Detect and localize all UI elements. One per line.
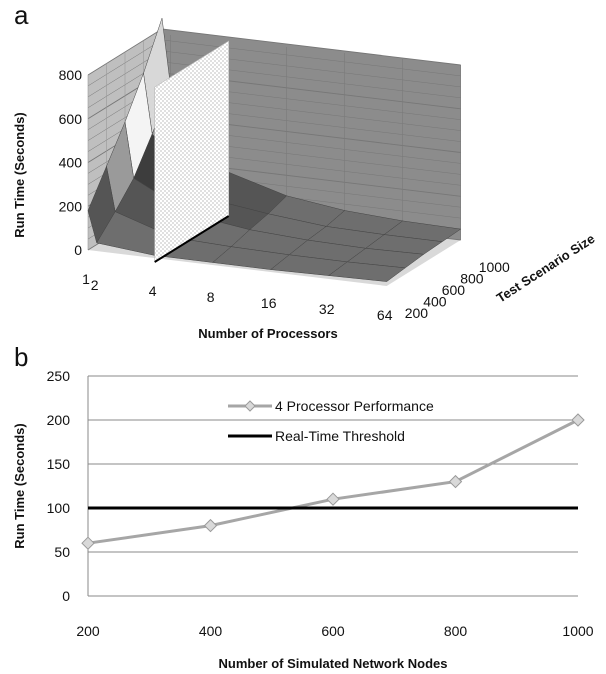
x-axis-title: Number of Simulated Network Nodes	[219, 656, 448, 671]
series-performance-point	[203, 518, 218, 533]
x-tick-label: 400	[199, 623, 223, 639]
x-tick-label: 2	[91, 277, 99, 293]
x-tick-label: 4	[149, 283, 157, 299]
z-tick-label: 200	[405, 305, 429, 321]
series-performance-point	[326, 492, 340, 506]
y-tick-label: 0	[74, 242, 82, 258]
series-performance-point	[81, 536, 95, 550]
panel-a-label: a	[14, 0, 29, 30]
series-performance-point	[571, 413, 585, 427]
x-tick-label: 600	[321, 623, 345, 639]
z-tick-label: 600	[442, 282, 466, 298]
series-performance-point	[448, 474, 463, 489]
legend-label: 4 Processor Performance	[275, 398, 434, 414]
x-tick-label: 200	[76, 623, 100, 639]
y-tick-label: 200	[47, 412, 71, 428]
z-tick-label: 1000	[479, 259, 510, 275]
y-tick-label: 50	[54, 544, 70, 560]
x-tick-label: 800	[444, 623, 468, 639]
legend: 4 Processor Performance Real-Time Thresho…	[228, 398, 434, 444]
y-axis-title: Run Time (Seconds)	[12, 423, 27, 548]
x-tick-label: 1000	[562, 623, 593, 639]
x-tick-label: 8	[207, 289, 215, 305]
x-tick-label: 64	[377, 307, 393, 323]
legend-label: Real-Time Threshold	[275, 428, 405, 444]
x-tick-label: 32	[319, 301, 335, 317]
y-tick-label: 150	[47, 456, 71, 472]
surface-cell	[328, 261, 406, 282]
x-tick-label: 16	[261, 295, 277, 311]
panel-b-label: b	[14, 342, 29, 372]
legend-marker	[244, 400, 256, 412]
z-tick-label: 800	[460, 271, 484, 287]
chart-b-line-chart: 0 50 100 150 200 250 200 400 600 800 1000 4 Process…	[12, 368, 594, 671]
x-axis-title: Number of Processors	[198, 326, 337, 341]
x-tick-label: 1	[82, 271, 90, 287]
y-tick-label: 100	[47, 500, 71, 516]
plane-base-line	[154, 215, 230, 263]
y-tick-label: 0	[62, 588, 70, 604]
y-tick-label: 600	[59, 111, 83, 127]
y-tick-label: 800	[59, 67, 83, 83]
y-tick-label: 250	[47, 368, 71, 384]
y-axis-title: Run Time (Seconds)	[12, 112, 27, 237]
z-tick-label: 400	[423, 294, 447, 310]
y-tick-label: 400	[59, 155, 83, 171]
y-tick-label: 200	[59, 198, 83, 214]
